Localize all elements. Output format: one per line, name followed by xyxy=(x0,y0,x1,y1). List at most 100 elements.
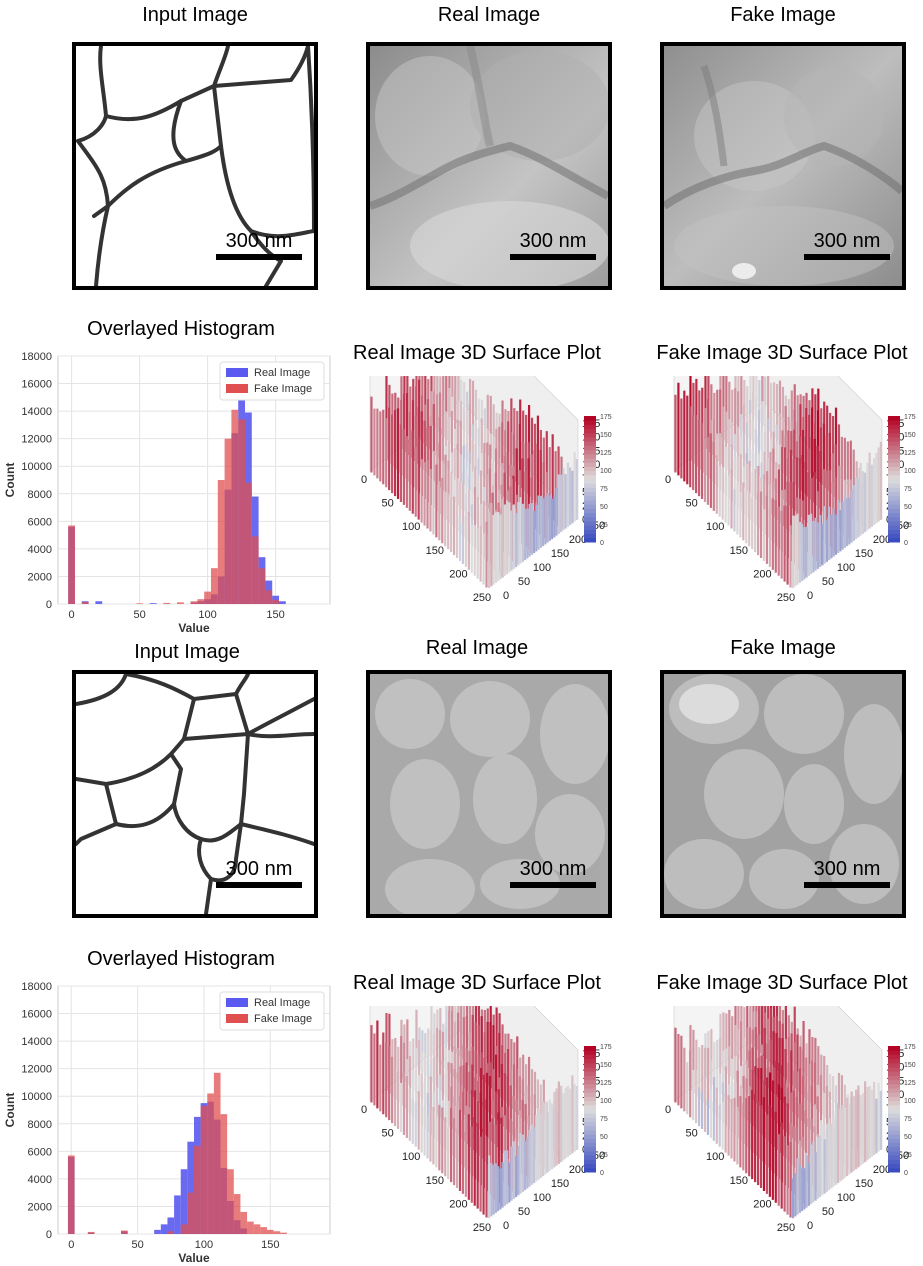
real-image-title: Real Image xyxy=(437,4,541,26)
histogram-bar xyxy=(280,1232,287,1234)
scale-bar-line xyxy=(216,254,302,260)
x-tick-label: 150 xyxy=(730,545,748,557)
real-image-title: Real Image xyxy=(425,637,529,659)
scale-bar-label: 300 nm xyxy=(813,230,881,252)
y-tick-label: 12000 xyxy=(21,434,52,446)
colorbar-segment xyxy=(584,1079,596,1085)
histogram-bar xyxy=(180,1224,188,1234)
grain-boundary-image xyxy=(76,46,314,286)
histogram-bar xyxy=(190,601,198,604)
colorbar-segment xyxy=(584,1075,596,1081)
colorbar-tick-label: 50 xyxy=(904,504,912,511)
colorbar-segment xyxy=(888,504,900,509)
y-tick-label: 0 xyxy=(503,1220,509,1232)
scale-bar: 300 nm xyxy=(804,230,890,260)
input-image-title: Input Image xyxy=(134,641,240,663)
histogram-title: Overlayed Histogram xyxy=(87,948,275,970)
histogram-bar xyxy=(265,590,273,604)
y-tick-label: 8000 xyxy=(28,489,52,501)
x-tick-label: 100 xyxy=(706,521,724,533)
y-tick-label: 50 xyxy=(822,1206,834,1218)
real-surface-plot: 0501001502002500501001502002500255075100… xyxy=(361,376,612,604)
legend-swatch xyxy=(226,998,248,1007)
x-tick-label: 0 xyxy=(361,1104,367,1116)
colorbar-tick-label: 175 xyxy=(600,414,612,421)
scale-bar: 300 nm xyxy=(510,858,596,888)
colorbar-segment xyxy=(888,495,900,501)
scale-bar-label: 300 nm xyxy=(519,858,587,880)
x-tick-label: 0 xyxy=(665,1104,671,1116)
colorbar-tick-label: 0 xyxy=(904,540,908,547)
x-tick-label: 200 xyxy=(753,568,771,580)
y-axis-label: Count xyxy=(3,1093,17,1128)
histogram-bar xyxy=(67,1155,75,1234)
histogram-bar xyxy=(224,438,232,604)
y-tick-label: 0 xyxy=(46,599,52,611)
x-tick-label: 150 xyxy=(426,1175,444,1187)
x-tick-label: 150 xyxy=(261,1239,279,1251)
colorbar-tick-label: 100 xyxy=(600,468,612,475)
colorbar-segment xyxy=(584,525,596,530)
y-tick-label: 16000 xyxy=(21,379,52,391)
colorbar-segment xyxy=(584,449,596,455)
y-tick-label: 100 xyxy=(837,1192,855,1204)
colorbar-segment xyxy=(888,466,900,472)
colorbar-segment xyxy=(584,516,596,522)
colorbar-segment xyxy=(888,432,900,438)
scale-bar-line xyxy=(510,254,596,260)
histogram-bar xyxy=(251,536,259,604)
legend-swatch xyxy=(226,1014,248,1023)
colorbar-segment xyxy=(888,1163,900,1169)
colorbar-segment xyxy=(888,483,900,488)
histogram-bar xyxy=(258,568,266,604)
colorbar-segment xyxy=(584,432,596,438)
histogram-bar xyxy=(217,480,225,604)
scale-bar-line xyxy=(216,882,302,888)
y-tick-label: 10000 xyxy=(21,1091,52,1103)
y-tick-label: 0 xyxy=(46,1229,52,1241)
histogram-bar xyxy=(245,482,252,604)
histogram-bar xyxy=(240,1211,248,1234)
colorbar-segment xyxy=(888,1088,900,1093)
colorbar-segment xyxy=(584,1083,596,1089)
colorbar-segment xyxy=(584,1109,596,1114)
scale-bar: 300 nm xyxy=(510,230,596,260)
sem-image-fake xyxy=(664,46,902,286)
y-tick-label: 10000 xyxy=(21,461,52,473)
colorbar-tick-label: 125 xyxy=(904,450,916,457)
colorbar-segment xyxy=(584,474,596,480)
x-tick-label: 200 xyxy=(449,568,467,580)
x-tick-label: 100 xyxy=(195,1239,213,1251)
colorbar-tick-label: 0 xyxy=(600,540,604,547)
histogram-bar xyxy=(272,599,279,604)
overlayed-histogram-chart: 0 2000 4000 6000 8000 10000 12000 14000 16000 180… xyxy=(3,351,331,635)
scale-bar-line xyxy=(804,882,890,888)
histogram-bar xyxy=(187,1141,194,1234)
y-tick-label: 0 xyxy=(807,1220,813,1232)
histogram-bar xyxy=(160,1224,168,1234)
fake-surface-plot: 0501001502002500501001502002500255075100… xyxy=(665,1006,916,1234)
colorbar-segment xyxy=(584,1167,596,1173)
colorbar-segment xyxy=(584,458,596,463)
colorbar-segment xyxy=(584,466,596,472)
y-tick-label: 150 xyxy=(855,548,873,560)
x-axis-label: Value xyxy=(178,1251,210,1265)
colorbar-segment xyxy=(888,529,900,535)
colorbar-segment xyxy=(584,462,596,467)
y-tick-label: 0 xyxy=(503,590,509,602)
histogram-bar xyxy=(163,602,171,604)
colorbar-segment xyxy=(888,424,900,430)
colorbar-tick-label: 175 xyxy=(600,1044,612,1051)
colorbar-tick-label: 150 xyxy=(600,432,612,439)
colorbar-segment xyxy=(584,1163,596,1169)
histogram-bar xyxy=(197,599,205,604)
histogram-bar xyxy=(211,568,218,604)
x-tick-label: 250 xyxy=(777,1222,795,1234)
colorbar-segment xyxy=(584,420,596,425)
histogram-bar xyxy=(95,601,103,604)
colorbar-segment xyxy=(584,1096,596,1102)
colorbar-segment xyxy=(584,445,596,451)
scale-bar-line xyxy=(510,882,596,888)
legend: Real Image Fake Image xyxy=(219,361,325,401)
colorbar-tick-label: 25 xyxy=(904,522,912,529)
